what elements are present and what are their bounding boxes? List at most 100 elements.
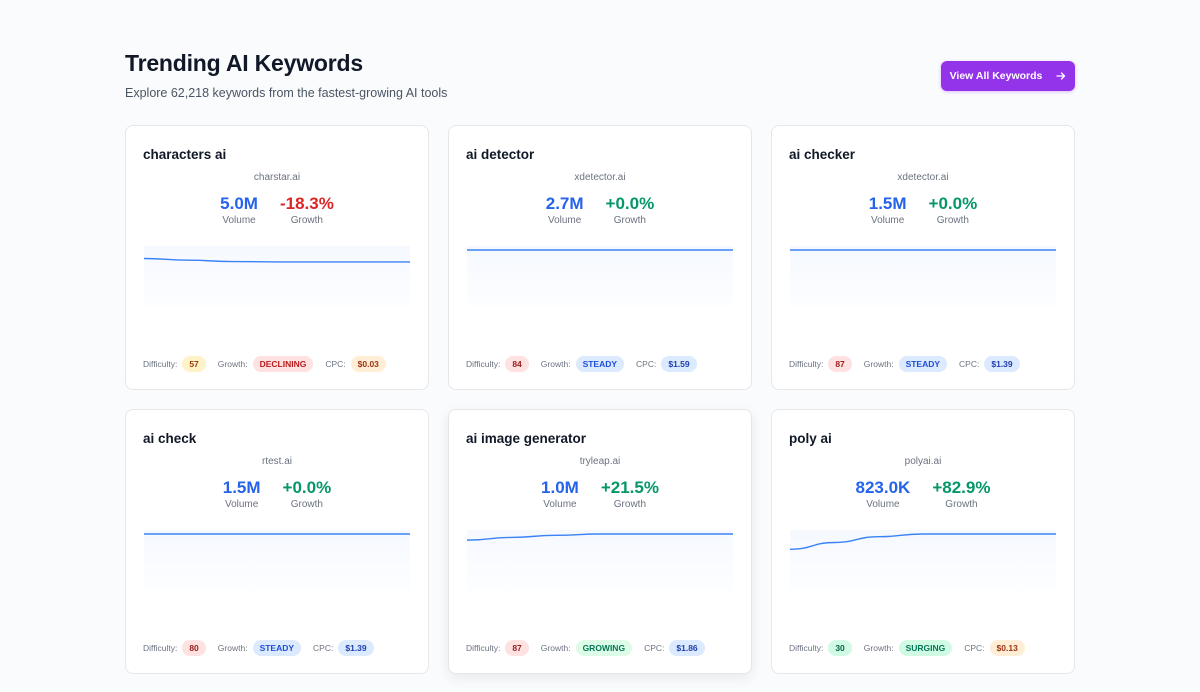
growth-tag-label: Growth: (540, 643, 571, 653)
volume-stat: 1.5M Volume (223, 478, 261, 510)
trend-area (790, 246, 1056, 308)
growth-tag-label: Growth: (217, 643, 248, 653)
difficulty-badge: 57 (182, 356, 206, 372)
trend-sparkline (144, 246, 410, 308)
volume-stat: 5.0M Volume (220, 194, 258, 226)
keyword-card[interactable]: characters ai charstar.ai 5.0M Volume -1… (125, 125, 429, 390)
volume-value: 1.5M (868, 194, 907, 213)
keyword-domain: polyai.ai (904, 456, 942, 467)
difficulty-label: Difficulty: (466, 359, 501, 369)
growth-status-badge: STEADY (898, 356, 948, 372)
growth-status-badge: SURGING (898, 640, 953, 656)
volume-value: 2.7M (545, 194, 584, 213)
keyword-title: ai checker (789, 147, 856, 162)
keyword-metrics: Difficulty: 30 Growth: SURGING CPC: $0.1… (789, 640, 1025, 656)
difficulty-label: Difficulty: (143, 643, 178, 653)
volume-label: Volume (543, 499, 577, 510)
cpc-label: CPC: (313, 643, 334, 653)
difficulty-badge: 30 (828, 640, 852, 656)
keyword-title: ai image generator (466, 431, 587, 446)
volume-value: 823.0K (855, 478, 911, 497)
trend-line (790, 533, 1056, 550)
cpc-label: CPC: (325, 359, 346, 369)
keyword-metrics: Difficulty: 87 Growth: STEADY CPC: $1.39 (789, 356, 1020, 372)
growth-status-badge: STEADY (252, 640, 302, 656)
growth-value: +21.5% (600, 478, 659, 497)
growth-tag-label: Growth: (540, 359, 571, 369)
difficulty-label: Difficulty: (789, 359, 824, 369)
trend-sparkline (467, 246, 733, 308)
cpc-badge: $0.03 (350, 356, 386, 372)
page-title: Trending AI Keywords (125, 50, 363, 76)
keyword-domain: xdetector.ai (897, 172, 949, 183)
keyword-stats: 5.0M Volume -18.3% Growth (126, 194, 428, 226)
cpc-label: CPC: (644, 643, 665, 653)
trend-sparkline (790, 246, 1056, 308)
volume-value: 1.5M (222, 478, 261, 497)
arrow-right-icon (1056, 72, 1066, 80)
trend-sparkline (144, 530, 410, 592)
keyword-card[interactable]: ai check rtest.ai 1.5M Volume +0.0% Grow… (125, 409, 429, 674)
cpc-badge: $0.13 (989, 640, 1025, 656)
volume-label: Volume (866, 499, 900, 510)
growth-value: -18.3% (279, 194, 334, 213)
keyword-title: characters ai (143, 147, 227, 162)
view-all-keywords-label: View All Keywords (949, 70, 1043, 82)
difficulty-label: Difficulty: (789, 643, 824, 653)
growth-value: +82.9% (932, 478, 991, 497)
growth-status-badge: GROWING (575, 640, 633, 656)
volume-stat: 823.0K Volume (856, 478, 911, 510)
keyword-card[interactable]: ai image generator tryleap.ai 1.0M Volum… (448, 409, 752, 674)
keyword-stats: 2.7M Volume +0.0% Growth (449, 194, 751, 226)
keyword-title: ai check (143, 431, 197, 446)
keyword-card[interactable]: poly ai polyai.ai 823.0K Volume +82.9% G… (771, 409, 1075, 674)
cpc-label: CPC: (964, 643, 985, 653)
view-all-keywords-button[interactable]: View All Keywords (941, 61, 1075, 91)
keyword-metrics: Difficulty: 80 Growth: STEADY CPC: $1.39 (143, 640, 374, 656)
trend-line (467, 533, 733, 541)
difficulty-badge: 87 (505, 640, 529, 656)
volume-stat: 2.7M Volume (546, 194, 584, 226)
cpc-badge: $1.59 (661, 356, 697, 372)
cpc-badge: $1.86 (669, 640, 705, 656)
keyword-domain: tryleap.ai (579, 456, 621, 467)
trend-area (790, 530, 1056, 592)
keyword-card[interactable]: ai detector xdetector.ai 2.7M Volume +0.… (448, 125, 752, 390)
cpc-label: CPC: (959, 359, 980, 369)
volume-label: Volume (547, 215, 582, 226)
volume-label: Volume (222, 215, 256, 226)
growth-status-badge: DECLINING (252, 356, 314, 372)
keyword-stats: 823.0K Volume +82.9% Growth (772, 478, 1074, 510)
keyword-card[interactable]: ai checker xdetector.ai 1.5M Volume +0.0… (771, 125, 1075, 390)
volume-stat: 1.0M Volume (541, 478, 579, 510)
keyword-title: ai detector (466, 147, 535, 162)
volume-value: 5.0M (220, 194, 258, 213)
difficulty-label: Difficulty: (466, 643, 501, 653)
keyword-domain: charstar.ai (253, 172, 301, 183)
keyword-grid: characters ai charstar.ai 5.0M Volume -1… (125, 125, 1075, 674)
growth-tag-label: Growth: (217, 359, 248, 369)
keyword-domain: xdetector.ai (574, 172, 626, 183)
trend-area (467, 530, 733, 592)
growth-stat: +82.9% Growth (932, 478, 990, 510)
keyword-domain: rtest.ai (261, 456, 292, 467)
growth-stat: +21.5% Growth (601, 478, 659, 510)
growth-tag-label: Growth: (863, 359, 894, 369)
growth-stat: +0.0% Growth (606, 194, 655, 226)
volume-label: Volume (224, 499, 259, 510)
growth-stat: +0.0% Growth (929, 194, 978, 226)
difficulty-badge: 80 (182, 640, 206, 656)
trend-area (467, 246, 733, 308)
keyword-stats: 1.5M Volume +0.0% Growth (772, 194, 1074, 226)
trend-area (144, 246, 410, 308)
keyword-metrics: Difficulty: 87 Growth: GROWING CPC: $1.8… (466, 640, 705, 656)
volume-value: 1.0M (541, 478, 579, 497)
trend-line (144, 257, 410, 263)
growth-label: Growth (290, 499, 323, 510)
cpc-badge: $1.39 (338, 640, 374, 656)
difficulty-label: Difficulty: (143, 359, 178, 369)
page-subtitle: Explore 62,218 keywords from the fastest… (125, 86, 448, 100)
growth-status-badge: STEADY (575, 356, 625, 372)
keyword-title: poly ai (789, 431, 832, 446)
difficulty-badge: 84 (505, 356, 529, 372)
